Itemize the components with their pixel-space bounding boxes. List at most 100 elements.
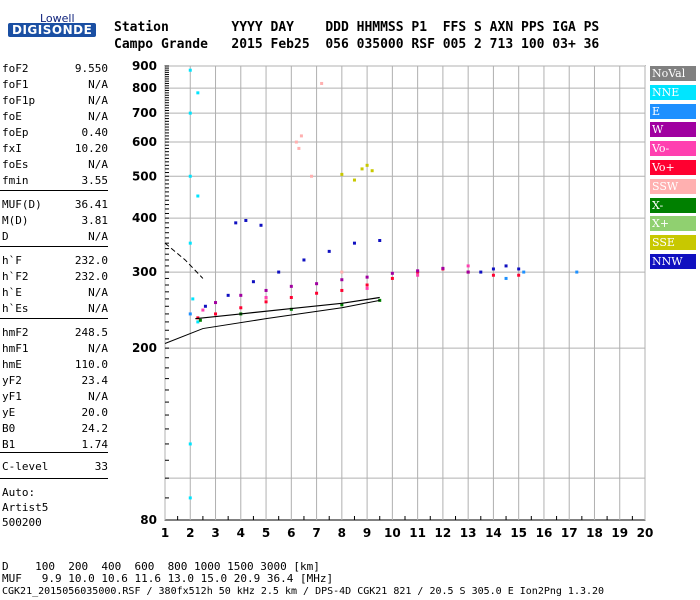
param-name: h`F [2,254,22,267]
param-name: MUF(D) [2,198,42,211]
param-m-d-: M(D) 3.81 [2,214,108,228]
echo-point-sse [340,172,344,176]
param-fmin: fmin 3.55 [2,174,108,188]
echo-point-nnw [479,270,483,274]
auto-artist: Artist5 [2,501,49,514]
echo-point-x- [340,303,344,307]
header-values: Campo Grande 2015 Feb25 056 035000 RSF 0… [114,37,600,52]
param-hmf2: hmF2 248.5 [2,326,108,340]
y-tick-label: 900 [132,59,157,73]
param-fof1: foF1 N/A [2,78,108,92]
param-value: N/A [88,94,108,107]
echo-point-sse [352,178,356,182]
x-tick-label: 19 [611,526,628,540]
echo-point-ssw [294,140,298,144]
echo-point-w [289,284,293,288]
param-name: B1 [2,438,16,451]
echo-point-ssw [299,134,303,138]
param-foe: foE N/A [2,110,108,124]
param-name: fmin [2,174,29,187]
param-value: 110.0 [74,358,108,371]
echo-point-w [441,266,445,270]
x-tick-label: 6 [287,526,295,540]
echo-point-nnw [491,267,495,271]
x-tick-label: 9 [363,526,371,540]
param-h-e: h`E N/A [2,286,108,300]
param-name: B0 [2,422,16,435]
param-name: hmE [2,358,22,371]
echo-point-e [188,312,192,316]
echo-point-vo- [466,264,470,268]
echo-point-vo- [365,283,369,287]
echo-point-e [504,276,508,280]
param-value: 9.550 [74,62,108,75]
param-b0: B0 24.2 [2,422,108,436]
x-tick-label: 18 [586,526,603,540]
legend-entry-x-: X- [650,197,696,213]
x-tick-label: 16 [536,526,553,540]
echo-point-vo- [416,273,420,277]
legend-entry-noval: NoVal [650,66,696,81]
param-b1: B1 1.74 [2,438,108,452]
legend-entry-nnw: NNW [650,254,696,269]
echo-point-nnw [352,241,356,245]
echo-point-w [315,282,319,286]
echo-point-nne [188,174,192,178]
echo-point-nnw [226,293,230,297]
param-c-level: C-level 33 [2,460,108,474]
echo-point-nne [188,496,192,500]
echo-point-vo- [201,308,205,312]
echo-point-w [365,275,369,279]
echo-point-nne [191,297,195,301]
param-h-f2: h`F2 232.0 [2,270,108,284]
x-tick-label: 4 [237,526,245,540]
param-name: M(D) [2,214,29,227]
echo-point-vo- [315,291,319,295]
legend-entry-sse: SSE [650,235,696,251]
echo-point-sse [365,163,369,167]
x-tick-label: 3 [211,526,219,540]
param-value: N/A [88,158,108,171]
echo-point-nnw [277,270,281,274]
distance-scale: D 100 200 400 600 800 1000 1500 3000 [km… [2,560,320,573]
panel-separator [0,452,108,453]
x-tick-label: 20 [637,526,654,540]
echo-point-w [239,293,243,297]
file-info: CGK21_2015056035000.RSF / 380fx512h 50 k… [2,586,605,597]
param-name: h`E [2,286,22,299]
legend-entry-vo-: Vo- [650,141,696,157]
echo-point-x- [198,318,202,322]
echo-point-w [466,270,470,274]
panel-separator [0,318,108,319]
auto-code: 500200 [2,516,42,529]
extrapolated-trace [164,242,204,279]
param-fof2: foF2 9.550 [2,62,108,76]
legend-entry-w: W [650,122,696,138]
x-tick-label: 11 [409,526,426,540]
y-tick-label: 600 [132,135,157,149]
echo-point-nne [188,241,192,245]
param-h-f: h`F 232.0 [2,254,108,268]
param-name: foF2 [2,62,29,75]
echo-point-nne [188,442,192,446]
param-value: 232.0 [74,254,108,267]
x-tick-label: 12 [435,526,452,540]
param-value: 33 [94,460,108,473]
header-labels: Station YYYY DAY DDD HHMMSS P1 FFS S AXN… [114,20,600,35]
echo-point-x- [289,307,293,311]
panel-separator [0,246,108,247]
param-ye: yE 20.0 [2,406,108,420]
x-tick-label: 7 [312,526,320,540]
echo-point-vo- [214,312,218,316]
echo-point-w [264,288,268,292]
param-value: 36.41 [74,198,108,211]
echo-point-nne [196,320,200,324]
param-value: 24.2 [81,422,109,435]
param-name: foEp [2,126,29,139]
y-tick-label: 200 [132,341,157,355]
legend-entry-e: E [650,103,696,119]
param-name: fxI [2,142,22,155]
legend-entry-vo-: Vo+ [650,160,696,175]
echo-point-w [340,278,344,282]
param-name: yF2 [2,374,22,387]
